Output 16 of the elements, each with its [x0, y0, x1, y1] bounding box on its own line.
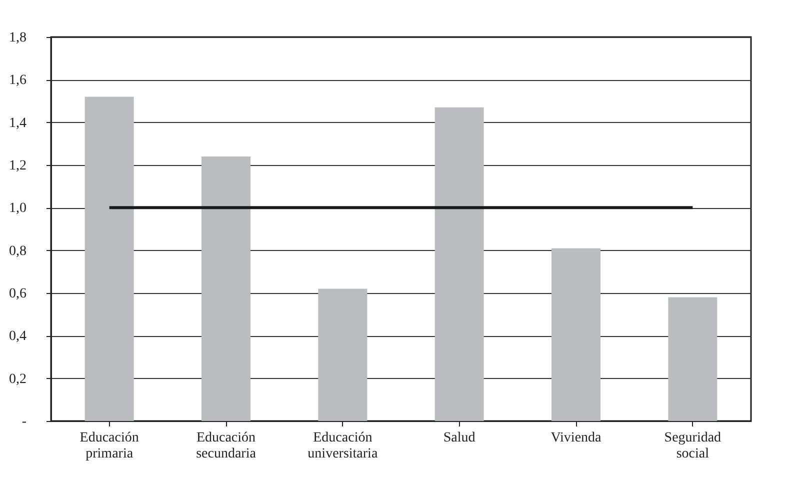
y-tick-label: 0,4 — [9, 329, 26, 344]
y-tick-label: - — [22, 414, 27, 430]
y-tick-label: 1,6 — [9, 73, 26, 88]
y-tick-label: 0,2 — [9, 372, 26, 387]
x-tick-label: Seguridad social — [664, 430, 722, 462]
x-tick-label: Educación universitaria — [308, 430, 378, 462]
y-tick-label: 1,2 — [9, 158, 26, 174]
x-tick-label: Educación primaria — [80, 430, 139, 462]
x-tick-label: Educación secundaria — [196, 430, 257, 462]
x-tick-label: Salud — [443, 430, 476, 446]
x-tick-label: Vivienda — [550, 430, 602, 446]
y-tick-label: 1,0 — [9, 201, 26, 216]
y-tick-label: 0,8 — [9, 244, 26, 259]
y-tick-label: 1,8 — [9, 30, 26, 46]
y-tick-label: 0,6 — [9, 286, 26, 302]
y-tick-label: 1,4 — [9, 116, 26, 131]
